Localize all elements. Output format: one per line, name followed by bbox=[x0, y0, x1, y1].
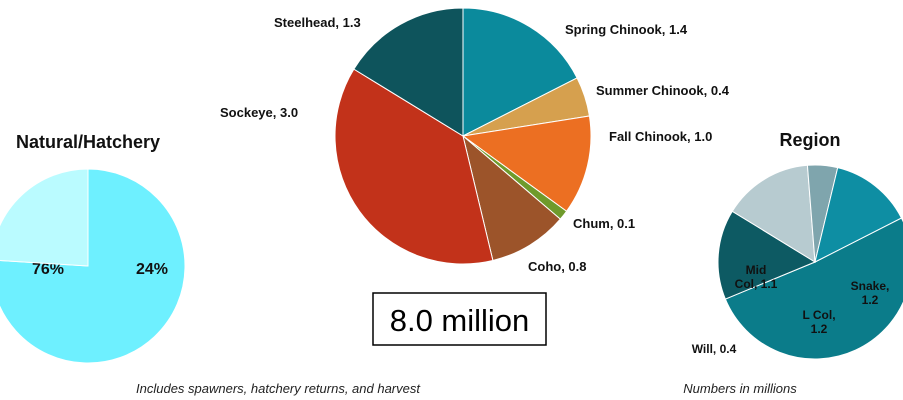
species-slice-label-0: Spring Chinook, 1.4 bbox=[565, 22, 688, 37]
species-slice-label-5: Sockeye, 3.0 bbox=[220, 105, 298, 120]
species-slice-0 bbox=[462, 7, 578, 137]
species-slice-label-1: Summer Chinook, 0.4 bbox=[596, 83, 730, 98]
natural-hatchery-title: Natural/Hatchery bbox=[16, 132, 160, 152]
species-pie: Spring Chinook, 1.4 Summer Chinook, 0.4 Fa… bbox=[220, 7, 730, 274]
species-caption: Includes spawners, hatchery returns, and… bbox=[136, 381, 421, 396]
total-box: 8.0 million bbox=[372, 292, 547, 346]
natural-hatchery-slice-1 bbox=[0, 168, 89, 267]
region-slice-0 bbox=[724, 217, 903, 360]
total-label: 8.0 million bbox=[390, 303, 530, 338]
region-title: Region bbox=[780, 130, 841, 150]
natural-hatchery-pie: 76% 24% bbox=[0, 168, 186, 364]
species-slice-label-3: Chum, 0.1 bbox=[573, 216, 635, 231]
natural-hatchery-slice-label-0: 76% bbox=[32, 261, 64, 278]
region-slice-1 bbox=[717, 210, 817, 300]
species-slice-2 bbox=[461, 115, 592, 212]
species-slice-label-6: Steelhead, 1.3 bbox=[274, 15, 361, 30]
region-caption: Numbers in millions bbox=[683, 381, 797, 396]
natural-hatchery-slice-label-1: 24% bbox=[136, 261, 168, 278]
region-slice-label-4: Mid Col, 1.1 bbox=[735, 263, 778, 291]
natural-hatchery-slice-0 bbox=[0, 168, 186, 364]
species-slice-label-4: Coho, 0.8 bbox=[528, 259, 587, 274]
region-slice-4 bbox=[814, 167, 903, 263]
species-slice-4 bbox=[462, 134, 562, 262]
species-slice-label-2: Fall Chinook, 1.0 bbox=[609, 129, 712, 144]
region-slice-label-2: L Col, 1.2 bbox=[802, 308, 835, 336]
species-slice-6 bbox=[353, 7, 464, 137]
region-slice-label-3: Will, 0.4 bbox=[692, 342, 737, 356]
region-slice-2 bbox=[731, 164, 816, 263]
species-slice-5 bbox=[334, 68, 494, 265]
region-slice-label-1: Snake, 1.2 bbox=[851, 279, 890, 307]
